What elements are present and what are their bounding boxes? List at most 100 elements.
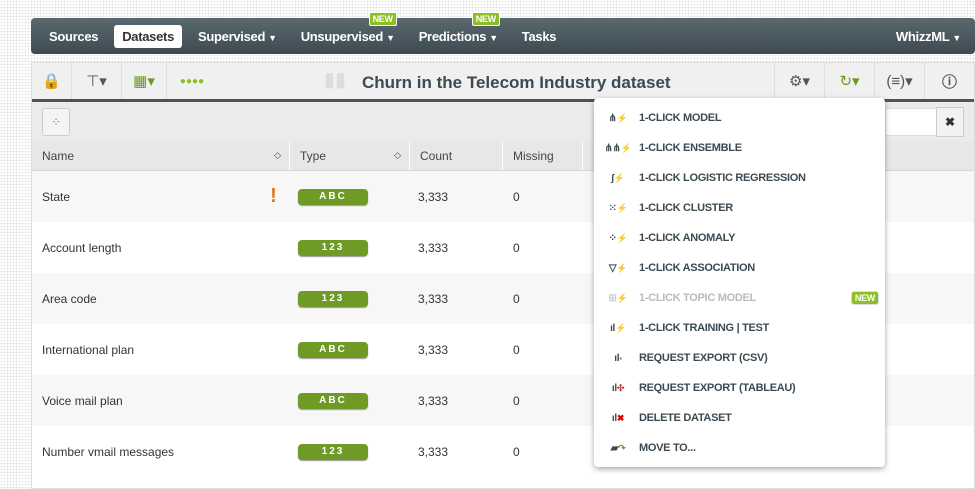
tree-icon[interactable]: ⊤▾ xyxy=(72,63,122,99)
warning-icon: ! xyxy=(270,185,277,207)
menu-label: DELETE DATASET xyxy=(639,412,732,424)
header-missing[interactable]: Missing xyxy=(503,141,583,170)
training-test-icon: ıl⚡ xyxy=(610,322,626,334)
status-dots-icon: ●●●● xyxy=(179,75,205,87)
field-name: Voice mail plan xyxy=(42,393,123,408)
menu-item-1-click-training-test[interactable]: ıl⚡ 1-CLICK TRAINING | TEST xyxy=(594,313,885,343)
caret-down-icon: ▼ xyxy=(268,32,277,43)
nav-datasets[interactable]: Datasets xyxy=(114,24,182,48)
field-name: Area code xyxy=(42,291,97,306)
settings-icon[interactable]: ⚙▾ xyxy=(774,63,824,99)
scatter-search-icon[interactable]: ⁘ xyxy=(42,108,70,136)
field-name: Account length xyxy=(42,240,122,255)
field-name: International plan xyxy=(42,342,135,357)
caret-down-icon: ▼ xyxy=(386,32,395,43)
fields-icon[interactable]: ▦▾ xyxy=(122,63,167,99)
logistic-regression-icon: ∫⚡ xyxy=(611,172,625,184)
search-input[interactable] xyxy=(885,108,937,136)
count-cell: 3,333 xyxy=(418,342,449,357)
caret-down-icon: ▼ xyxy=(489,32,498,43)
menu-item-1-click-logistic-regression[interactable]: ∫⚡ 1-CLICK LOGISTIC REGRESSION xyxy=(594,163,885,193)
top-nav: Sources Datasets Supervised ▼ Unsupervise… xyxy=(31,11,975,54)
lock-icon[interactable]: 🔒 xyxy=(32,63,72,99)
type-cell: 123 xyxy=(290,290,410,307)
type-badge: ABC xyxy=(298,342,368,358)
topic-model-icon: ⊞⚡ xyxy=(608,292,628,304)
count-cell: 3,333 xyxy=(418,291,449,306)
menu-label: REQUEST EXPORT (CSV) xyxy=(639,352,768,364)
type-badge: 123 xyxy=(298,291,368,307)
table-row[interactable]: International plan ABC 3,333 0 xyxy=(32,324,974,375)
dataset-toolbar: 🔒 ⊤▾ ▦▾ ●●●● ▮▮ Churn in the Telecom Ind… xyxy=(32,63,974,102)
nav-label: WhizzML xyxy=(895,28,950,44)
page-title: Churn in the Telecom Industry dataset xyxy=(362,73,671,92)
delete-dataset-icon: ıl✖ xyxy=(611,412,625,424)
menu-item-1-click-model[interactable]: ⋔⚡ 1-CLICK MODEL xyxy=(594,103,885,133)
export-csv-icon: ıl▪ xyxy=(614,352,622,364)
nav-tasks[interactable]: Tasks xyxy=(521,28,557,44)
menu-label: 1-CLICK LOGISTIC REGRESSION xyxy=(639,172,806,184)
nav-predictions[interactable]: Predictions ▼ NEW xyxy=(411,11,506,48)
move-folder-icon: ▰↷ xyxy=(610,442,626,454)
association-icon: ▽⚡ xyxy=(608,262,628,274)
nav-label: Supervised xyxy=(198,28,266,44)
nav-sources[interactable]: Sources xyxy=(49,28,99,44)
ensemble-icon: ⋔⋔⚡ xyxy=(604,142,632,154)
menu-label: 1-CLICK MODEL xyxy=(639,112,722,124)
new-badge: NEW xyxy=(368,11,397,26)
header-type[interactable]: Type ◇ xyxy=(290,141,410,170)
type-badge: ABC xyxy=(298,189,368,205)
missing-cell: 0 xyxy=(513,291,520,306)
info-icon[interactable]: ⓘ xyxy=(924,63,974,99)
count-cell: 3,333 xyxy=(418,240,449,255)
type-cell: ABC xyxy=(290,392,410,409)
menu-label: 1-CLICK ENSEMBLE xyxy=(639,142,742,154)
menu-item-move-to[interactable]: ▰↷ MOVE TO... xyxy=(594,433,885,463)
menu-label: 1-CLICK ASSOCIATION xyxy=(639,262,755,274)
type-badge: 123 xyxy=(298,240,368,256)
menu-item-1-click-association[interactable]: ▽⚡ 1-CLICK ASSOCIATION xyxy=(594,253,885,283)
header-label: Name xyxy=(42,148,75,163)
missing-cell: 0 xyxy=(513,393,520,408)
nav-label: Unsupervised xyxy=(300,28,384,44)
header-count[interactable]: Count xyxy=(410,141,503,170)
missing-cell: 0 xyxy=(513,444,520,459)
sort-icon[interactable]: ◇ xyxy=(394,150,401,160)
missing-cell: 0 xyxy=(513,240,520,255)
nav-whizzml[interactable]: WhizzML ▼ xyxy=(888,25,969,48)
table-row[interactable]: Number vmail messages 123 3,333 0 xyxy=(32,426,974,477)
count-cell: 3,333 xyxy=(418,393,449,408)
formula-icon[interactable]: (≡)▾ xyxy=(874,63,924,99)
menu-item-1-click-topic-model: ⊞⚡ 1-CLICK TOPIC MODEL NEW xyxy=(594,283,885,313)
menu-label: 1-CLICK ANOMALY xyxy=(639,232,736,244)
menu-label: 1-CLICK TOPIC MODEL xyxy=(639,292,756,304)
missing-cell: 0 xyxy=(513,189,520,204)
type-cell: 123 xyxy=(290,239,410,256)
clear-search-button[interactable]: ✖ xyxy=(936,107,964,137)
table-row[interactable]: Account length 123 3,333 0 xyxy=(32,222,974,273)
menu-item-1-click-anomaly[interactable]: ⁘⚡ 1-CLICK ANOMALY xyxy=(594,223,885,253)
type-badge: 123 xyxy=(298,444,368,460)
type-cell: 123 xyxy=(290,443,410,460)
export-tableau-icon: ıl✣ xyxy=(611,382,625,394)
sort-icon[interactable]: ◇ xyxy=(274,150,281,160)
cluster-icon: ⁙⚡ xyxy=(608,202,628,214)
menu-item-export-tableau[interactable]: ıl✣ REQUEST EXPORT (TABLEAU) xyxy=(594,373,885,403)
menu-label: 1-CLICK CLUSTER xyxy=(639,202,733,214)
menu-item-delete-dataset[interactable]: ıl✖ DELETE DATASET xyxy=(594,403,885,433)
count-cell: 3,333 xyxy=(418,189,449,204)
menu-label: MOVE TO... xyxy=(639,442,696,454)
model-icon: ⋔⚡ xyxy=(608,112,628,124)
header-label: Type xyxy=(300,148,327,163)
anomaly-icon: ⁘⚡ xyxy=(608,232,628,244)
nav-supervised[interactable]: Supervised ▼ xyxy=(190,25,285,48)
menu-item-export-csv[interactable]: ıl▪ REQUEST EXPORT (CSV) xyxy=(594,343,885,373)
field-name: State xyxy=(42,189,71,204)
new-badge: NEW xyxy=(471,11,500,26)
menu-item-1-click-ensemble[interactable]: ⋔⋔⚡ 1-CLICK ENSEMBLE xyxy=(594,133,885,163)
header-name[interactable]: Name ◇ xyxy=(32,141,290,170)
caret-down-icon: ▼ xyxy=(952,32,961,43)
menu-item-1-click-cluster[interactable]: ⁙⚡ 1-CLICK CLUSTER xyxy=(594,193,885,223)
nav-unsupervised[interactable]: Unsupervised ▼ NEW xyxy=(293,11,403,48)
one-click-icon[interactable]: ↻▾ xyxy=(824,63,874,99)
